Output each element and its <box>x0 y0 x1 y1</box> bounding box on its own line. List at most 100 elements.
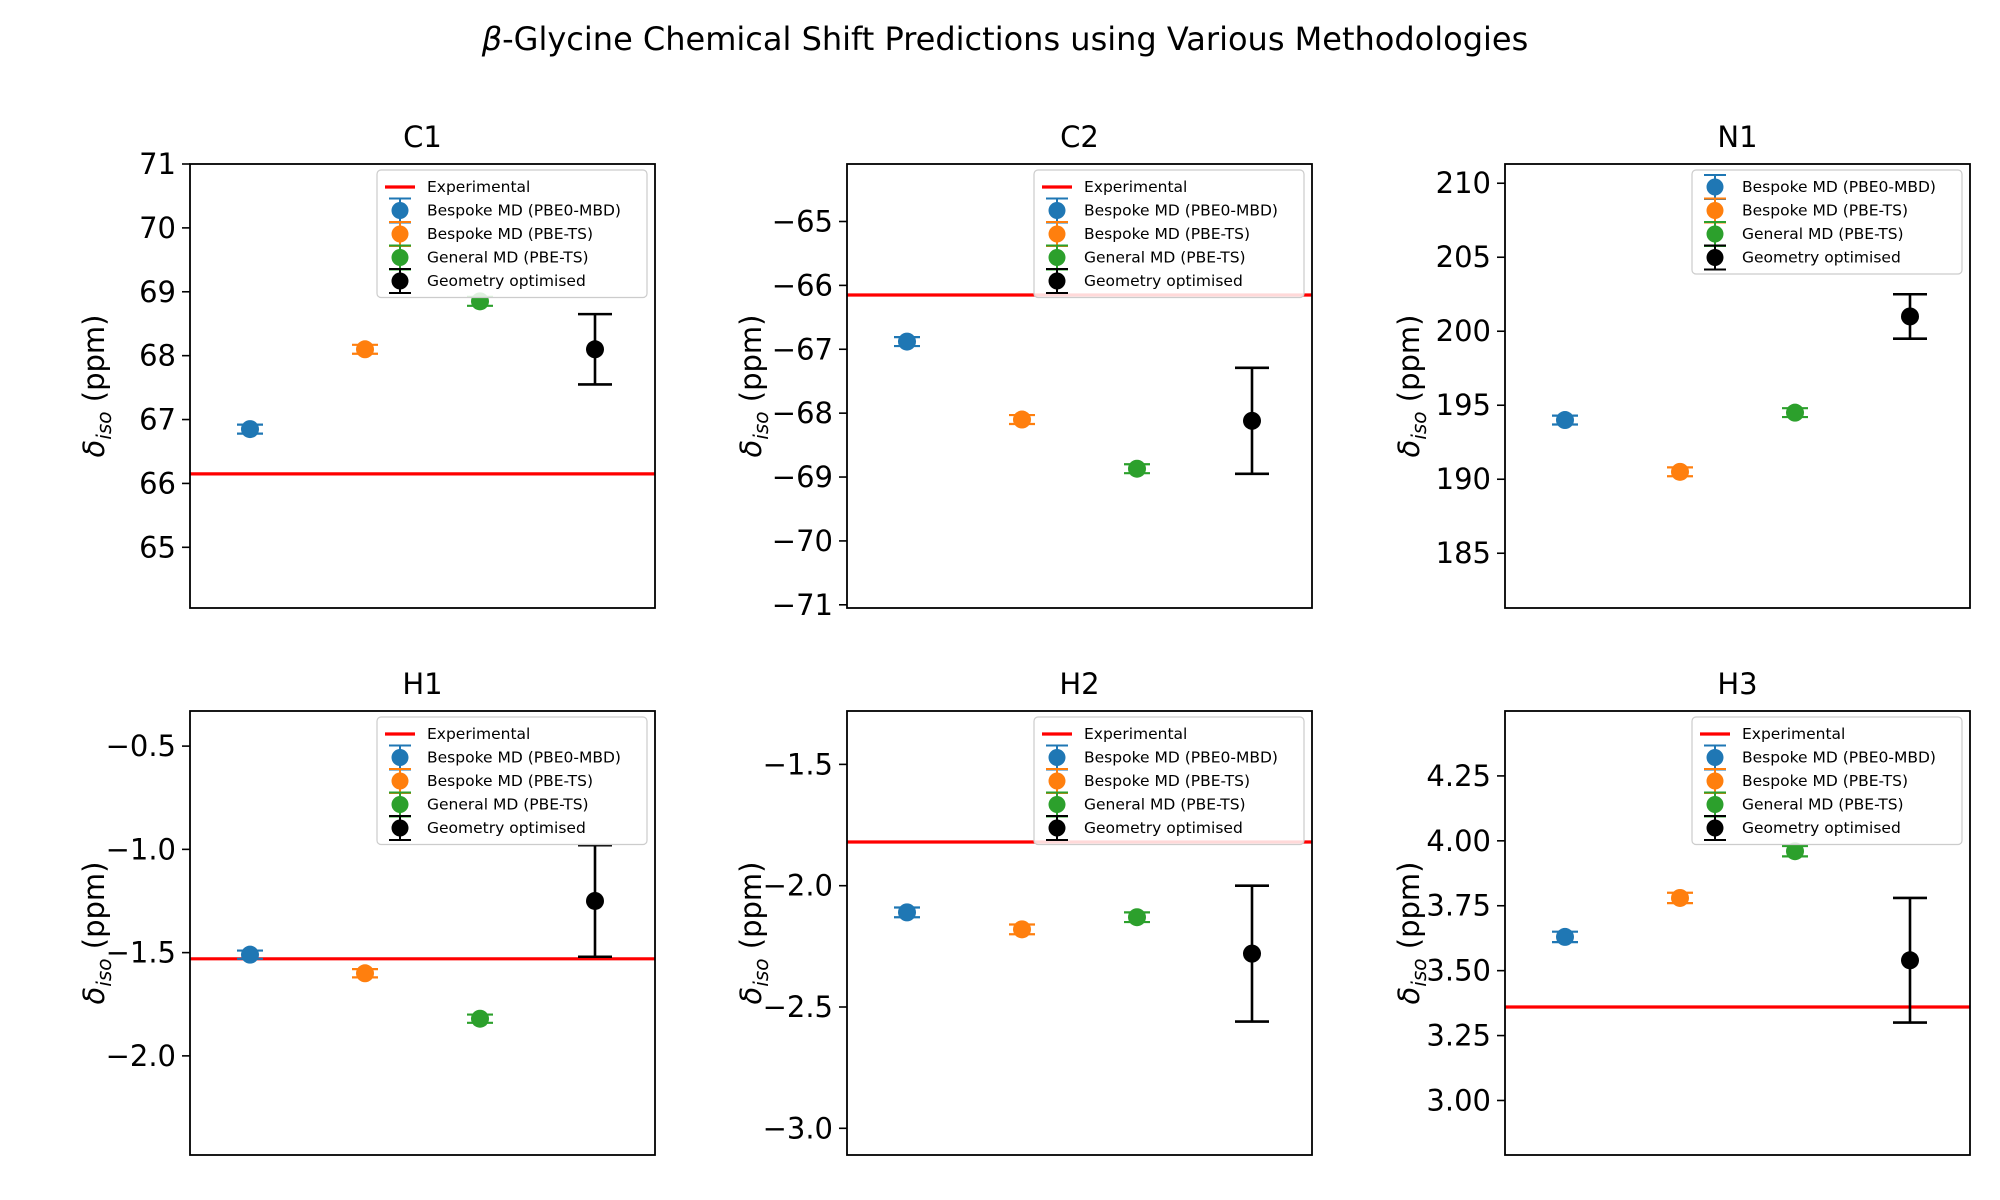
y-tick-label: 70 <box>139 211 176 245</box>
y-axis-label-subscript: iso <box>749 958 773 986</box>
point-bespoke-md-pbe0-mbd <box>241 420 259 439</box>
panel-title: H1 <box>402 667 442 701</box>
y-axis-label-symbol: δ <box>1392 440 1426 458</box>
point-geometry-optimised <box>1901 307 1919 326</box>
point-bespoke-md-pbe-ts <box>1013 410 1031 429</box>
point-geometry-optimised <box>1243 411 1261 430</box>
chart-panel-h1: H1 −2.0 −1.5 −1.0 −0.5 δiso (ppm) Experimental… <box>77 667 656 1156</box>
y-axis-label: δiso (ppm) <box>734 862 773 1005</box>
legend-swatch-marker <box>391 272 409 290</box>
point-general-md-pbe-ts <box>1128 459 1146 478</box>
legend-label: Bespoke MD (PBE0-MBD) <box>1084 749 1278 767</box>
y-tick-label: 69 <box>139 275 176 309</box>
legend-label: Geometry optimised <box>1084 272 1243 290</box>
point-bespoke-md-pbe-ts <box>1671 462 1689 481</box>
panel-title: H2 <box>1059 667 1099 701</box>
y-tick-label: −2.0 <box>106 1039 176 1073</box>
legend-swatch-marker <box>1706 178 1724 196</box>
y-axis-label-unit: (ppm) <box>1392 315 1426 412</box>
y-tick-label: −3.0 <box>763 1111 833 1145</box>
legend-label: Experimental <box>1084 178 1187 196</box>
y-axis-label-symbol: δ <box>734 987 768 1005</box>
y-tick-label: 3.00 <box>1426 1083 1491 1117</box>
legend-swatch-marker <box>1048 749 1066 766</box>
point-geometry-optimised <box>1901 951 1919 970</box>
chart-panel-h3: H3 3.00 3.25 3.50 3.75 4.00 4.25 δiso (ppm) Expe… <box>1392 667 1971 1156</box>
y-tick-label: −66 <box>772 268 833 302</box>
legend-swatch-marker <box>1048 796 1066 813</box>
legend-box <box>1033 716 1305 846</box>
y-tick-label: 3.75 <box>1426 889 1491 923</box>
legend: Experimental Bespoke MD (PBE0-MBD) Bespoke… <box>376 169 648 299</box>
legend-label: General MD (PBE-TS) <box>1742 225 1904 243</box>
legend-swatch-marker <box>1706 225 1724 243</box>
y-axis-label: δiso (ppm) <box>734 315 773 458</box>
y-tick-label: 210 <box>1436 166 1491 200</box>
legend-label: Bespoke MD (PBE-TS) <box>1084 772 1250 790</box>
axes-frame <box>1504 710 1971 1156</box>
point-general-md-pbe-ts <box>1786 842 1804 861</box>
y-tick-label: −1.5 <box>763 747 833 781</box>
y-tick-label: −0.5 <box>106 729 176 763</box>
point-bespoke-md-pbe-ts <box>1013 920 1031 939</box>
point-bespoke-md-pbe-ts <box>356 964 374 983</box>
legend-label: Experimental <box>427 725 530 743</box>
legend: Experimental Bespoke MD (PBE0-MBD) Bespoke… <box>1691 716 1963 846</box>
y-tick-label: −71 <box>772 588 833 622</box>
y-axis-label: δiso (ppm) <box>77 315 116 458</box>
legend-label: Geometry optimised <box>1742 249 1901 267</box>
y-tick-label: 4.00 <box>1426 824 1491 858</box>
legend-swatch-marker <box>1706 772 1724 790</box>
y-axis-label-unit: (ppm) <box>734 862 768 959</box>
legend-label: Experimental <box>1742 725 1845 743</box>
point-geometry-optimised <box>586 340 604 359</box>
y-tick-label: −68 <box>772 396 833 430</box>
y-axis-label-subscript: iso <box>1407 411 1431 439</box>
y-tick-label: 65 <box>139 530 176 564</box>
y-axis-label-subscript: iso <box>92 411 116 439</box>
y-tick-label: 68 <box>139 339 176 373</box>
point-general-md-pbe-ts <box>471 1009 489 1028</box>
y-axis-label-subscript: iso <box>92 958 116 986</box>
point-general-md-pbe-ts <box>1786 403 1804 422</box>
point-general-md-pbe-ts <box>1128 908 1146 927</box>
legend-label: Bespoke MD (PBE-TS) <box>1084 225 1250 243</box>
legend-swatch-marker <box>391 819 409 837</box>
y-tick-label: 3.25 <box>1426 1019 1491 1053</box>
y-tick-label: 3.50 <box>1426 954 1491 988</box>
axes-frame <box>1504 163 1971 609</box>
legend: Experimental Bespoke MD (PBE0-MBD) Bespoke… <box>1033 716 1305 846</box>
legend-label: General MD (PBE-TS) <box>1742 796 1904 814</box>
legend-label: Bespoke MD (PBE0-MBD) <box>1742 178 1936 196</box>
legend-swatch-marker <box>391 749 409 766</box>
y-tick-label: −67 <box>772 332 833 366</box>
legend-label: General MD (PBE-TS) <box>1084 249 1246 267</box>
y-axis-label: δiso (ppm) <box>77 862 116 1005</box>
point-bespoke-md-pbe0-mbd <box>1556 927 1574 946</box>
chart-panel-h2: H2 −3.0 −2.5 −2.0 −1.5 δiso (ppm) Experimental… <box>734 667 1313 1156</box>
legend-label: Geometry optimised <box>1084 819 1243 837</box>
legend-label: Bespoke MD (PBE0-MBD) <box>1742 749 1936 767</box>
point-bespoke-md-pbe-ts <box>356 340 374 359</box>
y-axis-label: δiso (ppm) <box>1392 315 1431 458</box>
legend-label: Bespoke MD (PBE-TS) <box>1742 202 1908 220</box>
panel-title: N1 <box>1717 120 1757 154</box>
y-axis-label-symbol: δ <box>734 440 768 458</box>
legend-swatch-marker <box>1706 796 1724 813</box>
legend-swatch-marker <box>1706 819 1724 837</box>
y-axis-label-unit: (ppm) <box>1392 862 1426 959</box>
axes-frame <box>189 710 656 1156</box>
legend-label: Bespoke MD (PBE-TS) <box>427 772 593 790</box>
legend-swatch-marker <box>1048 272 1066 290</box>
panel-title: C1 <box>403 120 442 154</box>
legend-swatch-marker <box>1048 772 1066 790</box>
point-bespoke-md-pbe0-mbd <box>1556 411 1574 430</box>
point-geometry-optimised <box>586 891 604 910</box>
y-tick-label: 67 <box>139 403 176 437</box>
legend-label: Geometry optimised <box>1742 819 1901 837</box>
legend-label: Bespoke MD (PBE-TS) <box>427 225 593 243</box>
legend-label: Geometry optimised <box>427 272 586 290</box>
point-bespoke-md-pbe0-mbd <box>898 332 916 351</box>
y-axis-label-subscript: iso <box>749 411 773 439</box>
